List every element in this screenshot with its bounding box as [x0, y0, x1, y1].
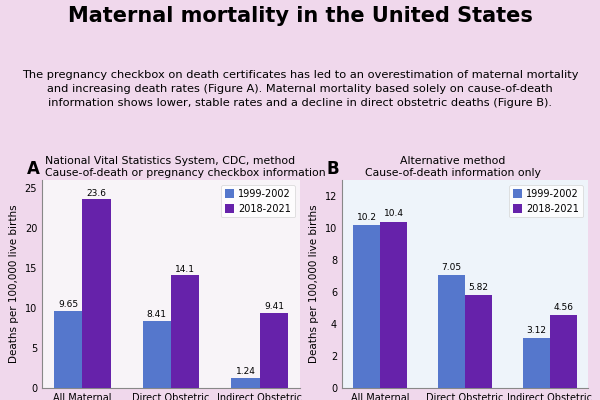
Bar	[82, 199, 110, 388]
Bar	[550, 315, 577, 388]
Bar	[465, 295, 492, 388]
Text: 1.24: 1.24	[236, 368, 256, 376]
Bar	[380, 222, 407, 388]
Legend: 1999-2002, 2018-2021: 1999-2002, 2018-2021	[221, 185, 295, 218]
Text: Maternal mortality in the United States: Maternal mortality in the United States	[68, 6, 532, 26]
Bar	[523, 338, 550, 388]
Text: 5.82: 5.82	[469, 283, 488, 292]
Text: 3.12: 3.12	[526, 326, 546, 335]
Y-axis label: Deaths per 100,000 live births: Deaths per 100,000 live births	[309, 205, 319, 363]
Bar	[171, 275, 199, 388]
Text: 10.4: 10.4	[384, 209, 404, 218]
Text: 10.2: 10.2	[357, 213, 377, 222]
Text: 8.41: 8.41	[147, 310, 167, 319]
Text: 4.56: 4.56	[553, 303, 573, 312]
Text: The pregnancy checkbox on death certificates has led to an overestimation of mat: The pregnancy checkbox on death certific…	[22, 70, 578, 108]
Text: 14.1: 14.1	[175, 265, 195, 274]
Bar	[232, 378, 260, 388]
Text: 23.6: 23.6	[86, 188, 106, 198]
Bar	[353, 225, 380, 388]
Text: 9.65: 9.65	[58, 300, 78, 309]
Text: A: A	[27, 160, 40, 178]
Bar	[54, 311, 82, 388]
Bar	[260, 313, 288, 388]
Legend: 1999-2002, 2018-2021: 1999-2002, 2018-2021	[509, 185, 583, 218]
Text: B: B	[327, 160, 340, 178]
Bar	[143, 321, 171, 388]
Text: Alternative method
Cause-of-death information only: Alternative method Cause-of-death inform…	[365, 156, 541, 178]
Y-axis label: Deaths per 100,000 live births: Deaths per 100,000 live births	[9, 205, 19, 363]
Text: 9.41: 9.41	[264, 302, 284, 311]
Text: 7.05: 7.05	[442, 263, 461, 272]
Text: National Vital Statistics System, CDC, method
Cause-of-death or pregnancy checkb: National Vital Statistics System, CDC, m…	[45, 156, 326, 178]
Bar	[438, 275, 465, 388]
